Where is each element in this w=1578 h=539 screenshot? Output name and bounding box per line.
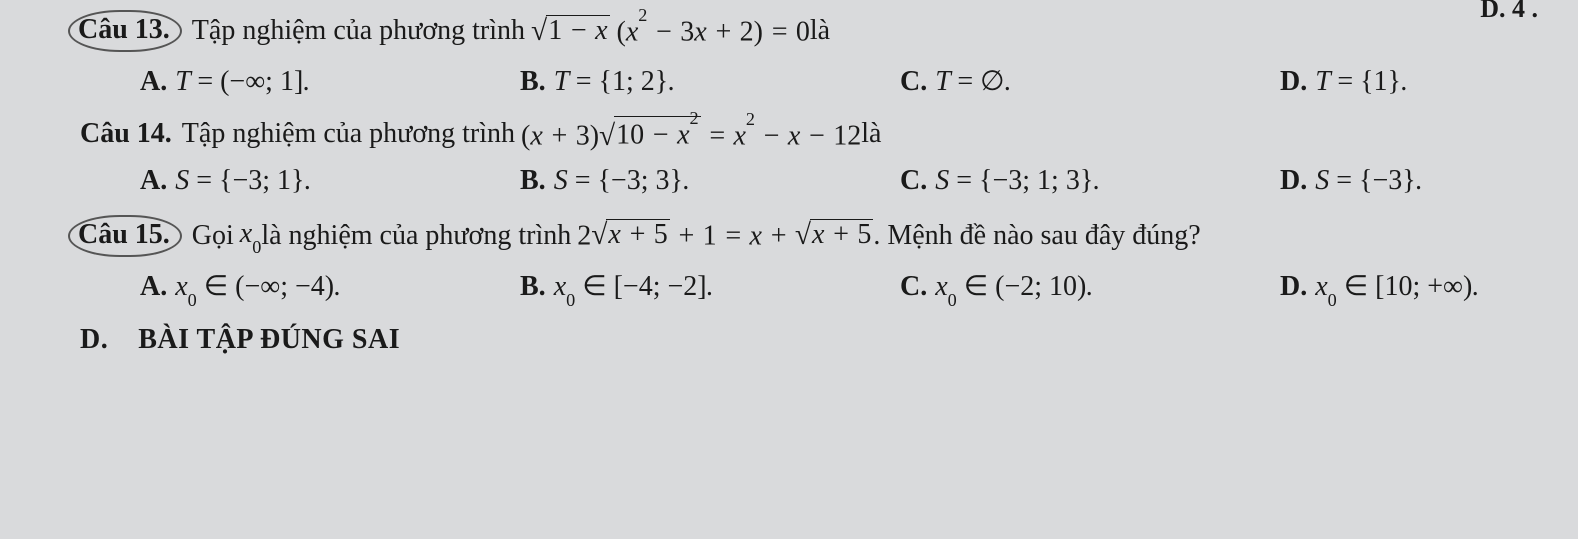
option-15-C: C. x0 ∈ (−2; 10).	[900, 269, 1280, 307]
option-letter: B.	[520, 271, 546, 303]
option-letter: B.	[520, 165, 546, 197]
question-13-stem: Câu 13. Tập nghiệm của phương trình √1 −…	[80, 10, 1538, 52]
question-15-x0-1: x0	[240, 218, 262, 254]
option-13-D: D. T = {1}.	[1280, 66, 1408, 98]
option-letter: D.	[1280, 66, 1307, 98]
question-13-text-post: là	[810, 15, 830, 47]
option-15-A: A. x0 ∈ (−∞; −4).	[140, 269, 520, 307]
section-letter: D.	[80, 324, 108, 356]
option-15-D: D. x0 ∈ [10; +∞).	[1280, 269, 1479, 307]
option-14-D: D. S = {−3}.	[1280, 165, 1423, 197]
option-14-C: C. S = {−3; 1; 3}.	[900, 165, 1280, 197]
option-14-B: B. S = {−3; 3}.	[520, 165, 900, 197]
question-15-label: Câu 15.	[68, 215, 182, 257]
option-letter: C.	[900, 66, 927, 98]
option-15-B: B. x0 ∈ [−4; −2].	[520, 269, 900, 307]
option-letter: B.	[520, 66, 546, 98]
question-13-options: A. T = (−∞; 1]. B. T = {1; 2}. C. T = ∅.…	[80, 64, 1538, 98]
question-15-text-pre: Gọi	[192, 220, 234, 252]
option-letter: D.	[1280, 271, 1307, 303]
option-14-A: A. S = {−3; 1}.	[140, 165, 520, 197]
option-13-A: A. T = (−∞; 1].	[140, 66, 520, 98]
question-15-text-mid: là nghiệm của phương trình	[261, 220, 571, 252]
question-14-options: A. S = {−3; 1}. B. S = {−3; 3}. C. S = {…	[80, 165, 1538, 197]
option-letter: C.	[900, 271, 927, 303]
option-letter: A.	[140, 66, 167, 98]
question-14-stem: Câu 14. Tập nghiệm của phương trình (x +…	[80, 116, 1538, 153]
question-15-stem: Câu 15. Gọi x0 là nghiệm của phương trìn…	[80, 215, 1538, 257]
question-13-text-pre: Tập nghiệm của phương trình	[192, 15, 525, 47]
question-13-label: Câu 13.	[68, 10, 182, 52]
section-title: BÀI TẬP ĐÚNG SAI	[138, 324, 400, 356]
option-letter: A.	[140, 165, 167, 197]
option-letter: C.	[900, 165, 927, 197]
option-13-C: C. T = ∅.	[900, 64, 1280, 98]
question-13-equation: √1 − x (x2 − 3x + 2) = 0	[531, 14, 810, 48]
question-13: Câu 13. Tập nghiệm của phương trình √1 −…	[80, 10, 1538, 98]
prev-answer-cut: D. 4 .	[1480, 0, 1538, 24]
exam-page: D. 4 . Câu 13. Tập nghiệm của phương trì…	[0, 0, 1578, 366]
question-14: Câu 14. Tập nghiệm của phương trình (x +…	[80, 116, 1538, 197]
option-letter: A.	[140, 271, 167, 303]
question-14-text-post: là	[861, 118, 881, 150]
question-15: Câu 15. Gọi x0 là nghiệm của phương trìn…	[80, 215, 1538, 307]
question-15-text-post: . Mệnh đề nào sau đây đúng?	[873, 220, 1200, 252]
question-14-text-pre: Tập nghiệm của phương trình	[182, 118, 515, 150]
question-15-options: A. x0 ∈ (−∞; −4). B. x0 ∈ [−4; −2]. C. x…	[80, 269, 1538, 307]
option-13-B: B. T = {1; 2}.	[520, 66, 900, 98]
question-15-equation: 2√x + 5 + 1 = x + √x + 5	[577, 219, 873, 252]
question-14-equation: (x + 3)√10 − x2 = x2 − x − 12	[521, 116, 861, 153]
section-heading: D. BÀI TẬP ĐÚNG SAI	[80, 324, 1538, 356]
question-14-label: Câu 14.	[80, 118, 172, 150]
option-letter: D.	[1280, 165, 1307, 197]
